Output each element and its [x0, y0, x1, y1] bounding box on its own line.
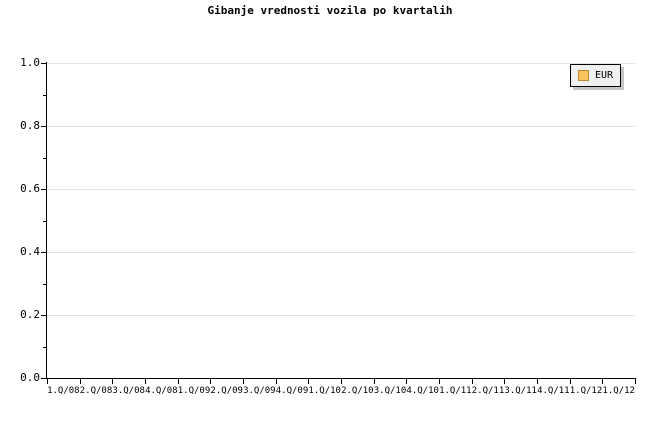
x-axis-tick-label: 1.Q/10	[308, 386, 341, 396]
y-axis-tick-minor	[43, 283, 46, 285]
x-axis-tick-label: 4.Q/09	[275, 386, 309, 396]
x-axis-tick	[178, 379, 179, 384]
x-axis-tick-label: 2.Q/09	[210, 386, 243, 396]
gridline	[47, 63, 635, 64]
legend-item-label: EUR	[595, 70, 614, 81]
x-axis-tick-label: 3.Q/11	[504, 386, 537, 396]
x-axis-tick-label: 2.Q/11	[471, 386, 505, 396]
x-axis-tick	[47, 379, 48, 384]
y-axis-tick-minor	[43, 346, 46, 348]
x-axis-tick	[570, 379, 571, 384]
x-axis-tick	[341, 379, 342, 384]
x-axis-tick-label: 4.Q/11	[537, 386, 570, 396]
y-axis-tick-minor	[43, 157, 46, 159]
x-axis-tick-label: 2.Q/08	[79, 386, 113, 396]
x-axis-tick-label: 4.Q/10	[406, 386, 439, 396]
y-axis-tick-major	[41, 315, 46, 316]
x-axis-tick-label: 2.Q/10	[341, 386, 374, 396]
plot-area	[47, 63, 635, 378]
y-axis-tick-major	[41, 189, 46, 190]
x-axis-tick-label: 1.Q/12	[602, 386, 635, 396]
x-axis-tick	[308, 379, 309, 384]
y-axis-labels: 0.0 0.2 0.4 0.6 0.8 1.0	[0, 0, 40, 440]
y-axis-line	[46, 62, 47, 379]
x-axis-tick	[472, 379, 473, 384]
y-axis-tick-label: 0.0	[20, 371, 40, 384]
x-axis-tick-label: 3.Q/10	[373, 386, 407, 396]
x-axis-tick-label: 1.Q/12	[569, 386, 603, 396]
legend-swatch-icon	[578, 70, 589, 81]
x-axis-tick	[276, 379, 277, 384]
x-axis-tick-label: 1.Q/11	[439, 386, 472, 396]
y-axis-tick-label: 0.2	[20, 308, 40, 321]
y-axis-tick-minor	[43, 220, 46, 222]
x-axis-tick	[80, 379, 81, 384]
y-axis-tick-label: 0.8	[20, 119, 40, 132]
y-axis-tick-major	[41, 378, 46, 379]
x-axis-tick	[210, 379, 211, 384]
x-axis-tick-label: 3.Q/09	[243, 386, 276, 396]
gridline	[47, 126, 635, 127]
x-axis-tick	[602, 379, 603, 384]
x-axis-tick	[112, 379, 113, 384]
x-axis-line	[46, 378, 636, 379]
x-axis-tick	[145, 379, 146, 384]
x-axis-tick	[504, 379, 505, 384]
chart-title: Gibanje vrednosti vozila po kvartalih	[207, 4, 453, 17]
x-axis-tick	[537, 379, 538, 384]
x-axis-tick	[243, 379, 244, 384]
x-axis-tick-label: 3.Q/08	[112, 386, 145, 396]
gridline	[47, 315, 635, 316]
x-axis-tick-label: 1.Q/09	[177, 386, 211, 396]
y-axis-tick-label: 0.6	[20, 182, 40, 195]
x-axis-tick	[374, 379, 375, 384]
y-axis-tick-minor	[43, 94, 46, 96]
y-axis-tick-major	[41, 63, 46, 64]
x-axis-tick	[439, 379, 440, 384]
y-axis-tick-label: 0.4	[20, 245, 40, 258]
y-axis-tick-major	[41, 252, 46, 253]
gridline	[47, 252, 635, 253]
y-axis-tick-label: 1.0	[20, 56, 40, 69]
x-axis-tick	[406, 379, 407, 384]
x-axis-tick-label: 4.Q/08	[145, 386, 178, 396]
legend[interactable]: EUR	[570, 64, 622, 87]
gridline	[47, 189, 635, 190]
x-axis-tick	[635, 379, 636, 384]
y-axis-tick-major	[41, 126, 46, 127]
x-axis-tick-label: 1.Q/08	[47, 386, 80, 396]
